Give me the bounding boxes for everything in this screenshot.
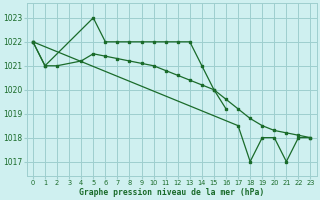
X-axis label: Graphe pression niveau de la mer (hPa): Graphe pression niveau de la mer (hPa) (79, 188, 264, 197)
